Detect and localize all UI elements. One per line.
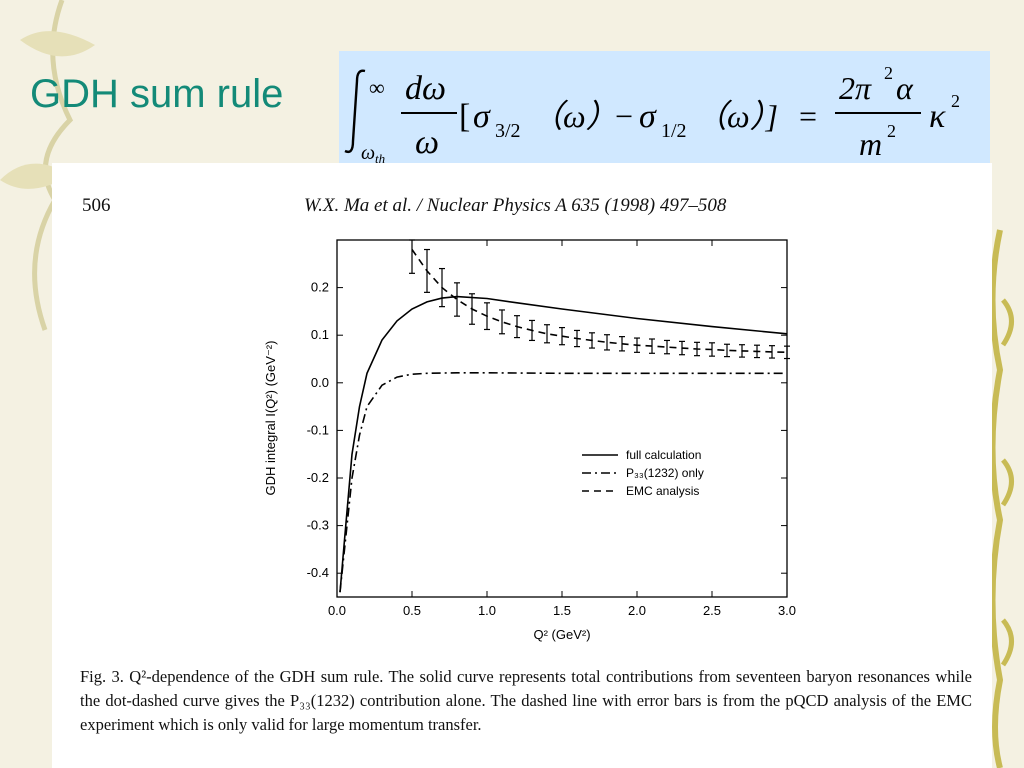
y-tick-label: -0.3 [307, 518, 329, 533]
sigma-b-arg: （ω）] [695, 98, 778, 134]
page-number: 506 [82, 195, 111, 216]
y-tick-label: 0.1 [311, 327, 329, 342]
rhs-denominator: m [859, 126, 882, 162]
y-tick-label: -0.4 [307, 565, 329, 580]
right-leaf-3 [1000, 618, 1014, 667]
integral-sign [344, 69, 366, 154]
y-tick-label: -0.1 [307, 422, 329, 437]
x-tick-label: 0.0 [328, 603, 346, 618]
integral-lower: ω [361, 142, 375, 164]
series-line-dashed [411, 249, 787, 354]
chart-legend: full calculation P₃₃(1232) only EMC analys… [582, 448, 704, 498]
minus-sign: − [615, 98, 633, 134]
axis-ticks: 0.0 0.5 1.0 1.5 2.0 2.5 3.0 -0.4 -0.3 -0.2 -0.1 0.0… [307, 240, 796, 618]
error-bars [409, 239, 790, 360]
rhs-numerator-tail: α [896, 70, 914, 106]
integral-upper: ∞ [369, 75, 385, 100]
equals-sign: = [799, 98, 817, 134]
sigma-a-sub: 3/2 [495, 120, 521, 142]
kappa-sup: 2 [951, 91, 960, 111]
series-line-solid [339, 295, 787, 593]
kappa: κ [929, 98, 946, 135]
x-tick-label: 2.5 [703, 603, 721, 618]
measure-numerator: dω [405, 70, 446, 107]
x-tick-label: 3.0 [778, 603, 796, 618]
figure-caption: Fig. 3. Q²-dependence of the GDH sum rul… [80, 665, 972, 737]
sigma-a: σ [473, 98, 491, 135]
caption-label: Fig. 3. [80, 667, 124, 686]
left-leaf [20, 31, 95, 57]
series-line-dashdot [339, 372, 787, 593]
rhs-denominator-sup: 2 [887, 121, 896, 141]
y-tick-label: 0.2 [311, 280, 329, 295]
rhs-numerator: 2π [839, 70, 872, 106]
y-tick-label: -0.2 [307, 470, 329, 485]
sigma-a-arg: （ω） [531, 98, 618, 134]
right-vine [989, 229, 1004, 768]
integral-lower-sub: th [375, 151, 385, 166]
caption-text: Q²-dependence of the GDH sum rule. The s… [80, 667, 973, 734]
bracket-open: [ [459, 98, 470, 135]
legend-label: full calculation [626, 448, 701, 462]
x-tick-label: 0.5 [403, 603, 421, 618]
gdh-formula-box: ∞ ω th dω ω [ σ 3/2 （ω） − σ 1/2 （ω）] = 2… [339, 51, 990, 167]
legend-label: P₃₃(1232) only [626, 466, 704, 480]
plot-frame [336, 239, 788, 598]
x-tick-label: 2.0 [628, 603, 646, 618]
right-leaf-2 [1000, 458, 1014, 507]
gdh-chart: 0.0 0.5 1.0 1.5 2.0 2.5 3.0 -0.4 -0.3 -0.2 -0.1 0.0… [263, 239, 796, 642]
paper-scan: 506 W.X. Ma et al. / Nuclear Physics A 6… [52, 163, 992, 768]
rhs-numerator-sup: 2 [884, 63, 893, 83]
measure-denominator: ω [415, 124, 439, 161]
y-axis-label: GDH integral I(Q²) (GeV⁻²) [263, 341, 278, 496]
x-tick-label: 1.5 [553, 603, 571, 618]
gdh-formula: ∞ ω th dω ω [ σ 3/2 （ω） − σ 1/2 （ω）] = 2… [344, 63, 960, 166]
y-tick-label: 0.0 [311, 375, 329, 390]
running-head: W.X. Ma et al. / Nuclear Physics A 635 (… [304, 195, 727, 216]
x-axis-label: Q² (GeV²) [533, 627, 590, 642]
sigma-b: σ [639, 98, 657, 135]
left-vine [32, 0, 74, 331]
legend-label: EMC analysis [626, 484, 699, 498]
slide-title: GDH sum rule [30, 72, 284, 116]
right-leaf [1000, 298, 1014, 347]
sigma-b-sub: 1/2 [661, 120, 687, 142]
x-tick-label: 1.0 [478, 603, 496, 618]
data-lines [339, 249, 787, 593]
